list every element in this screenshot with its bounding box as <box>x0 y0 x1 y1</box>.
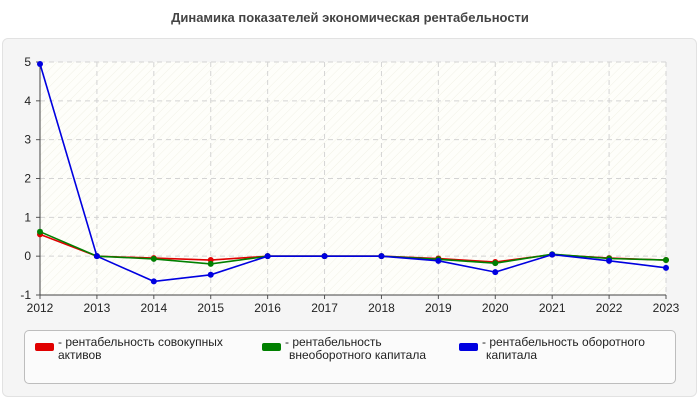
series-line-current <box>39 63 667 283</box>
data-point <box>37 228 43 235</box>
data-point <box>435 257 442 264</box>
data-point <box>549 251 556 258</box>
y-tick-label: 4 <box>24 94 31 108</box>
data-point <box>150 278 157 285</box>
x-tick-label: 2020 <box>482 301 509 315</box>
y-tick-label: 5 <box>24 55 31 69</box>
x-tick-label: 2015 <box>197 301 224 315</box>
data-point <box>321 253 328 260</box>
data-point <box>663 257 669 264</box>
legend-swatch-noncurrent <box>262 343 281 351</box>
data-point <box>663 264 669 271</box>
legend-swatch-assets <box>35 343 54 351</box>
x-tick-label: 2016 <box>254 301 281 315</box>
y-tick-label: 1 <box>24 210 31 224</box>
data-point <box>606 257 613 264</box>
axes: -1 0 1 2 3 4 5 2012 2013 2014 2015 2016 2017 2018 2019… <box>20 55 679 315</box>
y-tick-label: 3 <box>24 133 31 147</box>
grid-lines <box>40 61 667 295</box>
y-tick-label: 0 <box>24 249 31 263</box>
legend-label-current: - рентабельность оборотного капитала <box>482 335 645 362</box>
y-tick-label: -1 <box>20 288 31 302</box>
x-tick-label: 2013 <box>84 301 111 315</box>
legend-label-assets: - рентабельность совокупных активов <box>58 335 223 362</box>
x-tick-label: 2022 <box>596 301 623 315</box>
data-point <box>492 269 499 276</box>
x-tick-label: 2014 <box>140 301 167 315</box>
x-tick-label: 2017 <box>311 301 338 315</box>
data-point <box>207 260 214 267</box>
legend-swatch-current <box>459 343 478 351</box>
data-point <box>150 255 157 262</box>
data-point <box>264 253 271 260</box>
chart-title: Динамика показателей экономическая рента… <box>171 10 529 25</box>
x-tick-label: 2021 <box>539 301 566 315</box>
data-point <box>93 253 100 260</box>
data-point <box>378 253 385 260</box>
data-point <box>492 260 499 267</box>
data-point <box>37 60 43 67</box>
data-point <box>207 271 214 278</box>
x-tick-label: 2018 <box>368 301 395 315</box>
x-tick-label: 2023 <box>653 301 680 315</box>
x-tick-label: 2012 <box>27 301 54 315</box>
y-tick-label: 2 <box>24 172 31 186</box>
legend <box>24 330 676 384</box>
legend-label-noncurrent: - рентабельность внеоборотного капитала <box>285 335 426 362</box>
series-lines <box>37 60 669 285</box>
x-tick-label: 2019 <box>425 301 452 315</box>
